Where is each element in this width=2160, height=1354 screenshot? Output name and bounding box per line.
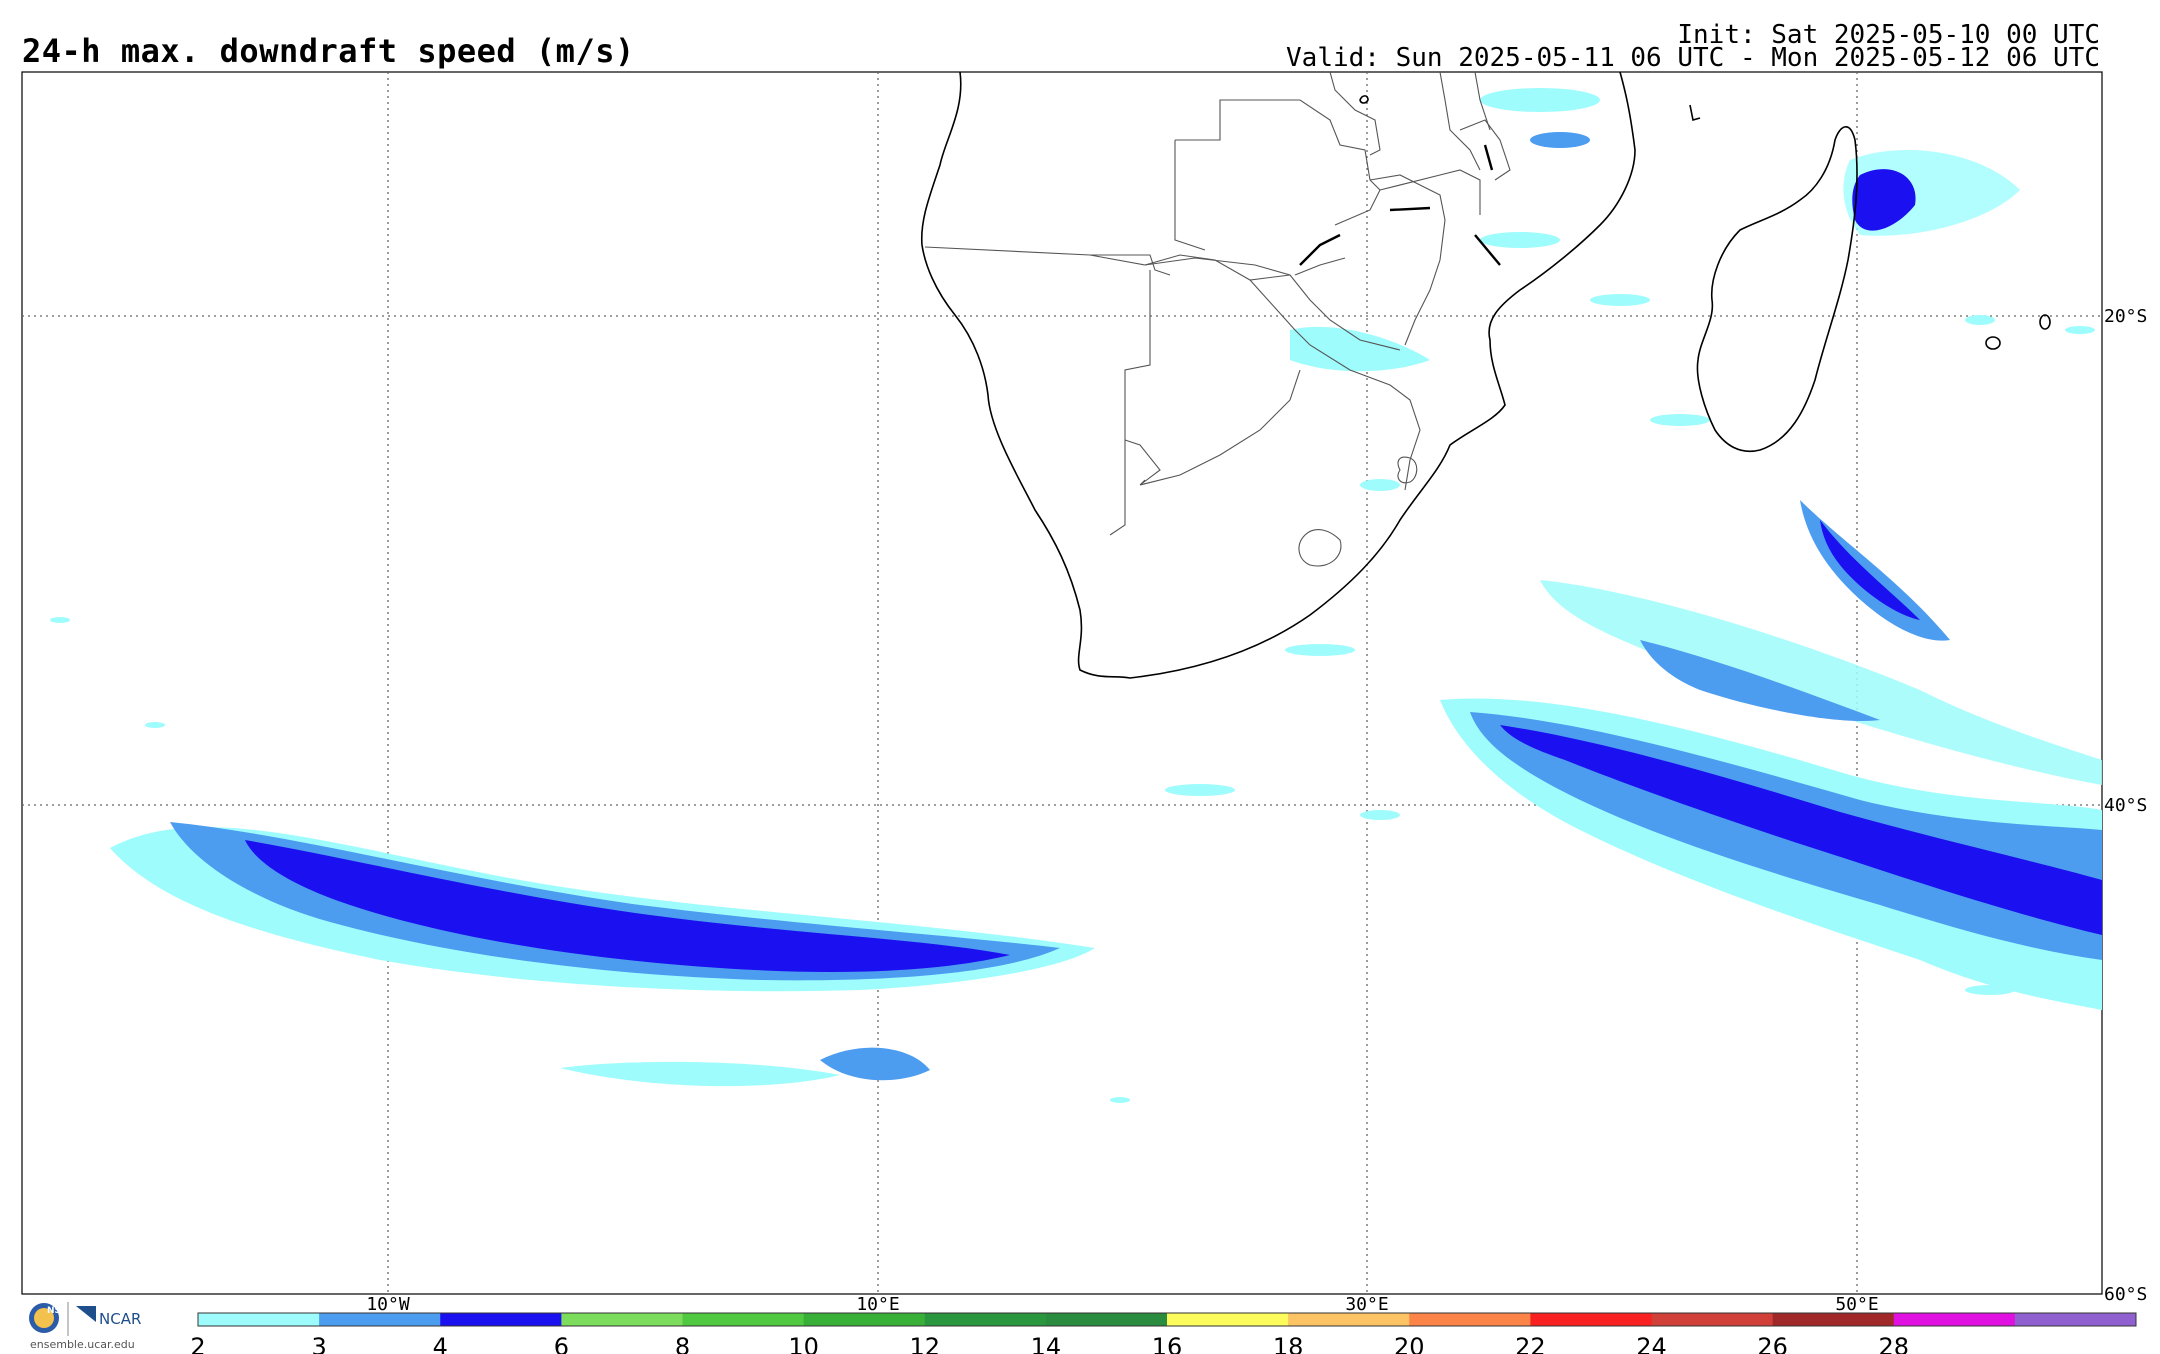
colorbar-tick-label: 4 [433, 1333, 448, 1354]
colorbar-swatch [1651, 1313, 1774, 1326]
colorbar-swatch [1288, 1313, 1410, 1326]
colorbar-swatch [198, 1313, 320, 1326]
logo-url: ensemble.ucar.edu [30, 1338, 135, 1351]
lon-label-30e: 30°E [1345, 1294, 1388, 1315]
colorbar-swatch [1045, 1313, 1168, 1326]
colorbar-tick-label: 2 [190, 1333, 205, 1354]
ncar-label: NCAR [99, 1310, 142, 1328]
colorbar-swatch [319, 1313, 441, 1326]
lat-label-20s: 20°S [2104, 306, 2147, 327]
colorbar-tick-label: 16 [1152, 1333, 1183, 1354]
colorbar-tick-label: 26 [1757, 1333, 1788, 1354]
lakes [1299, 144, 1501, 266]
colorbar-tick-label: 20 [1394, 1333, 1425, 1354]
colorbar-tick-label: 14 [1031, 1333, 1062, 1354]
colorbar-tick-label: 18 [1273, 1333, 1304, 1354]
colorbar-swatch [2014, 1313, 2137, 1326]
init-time: Init: Sat 2025-05-10 00 UTC [1677, 20, 2100, 50]
ncar-logo [29, 1302, 96, 1336]
colorbar-frame [197, 1312, 2137, 1327]
colorbar-swatch [440, 1313, 562, 1326]
colorbar-swatch [924, 1313, 1047, 1326]
lon-label-50e: 50°E [1835, 1294, 1878, 1315]
colorbar-tick-label: 6 [554, 1333, 569, 1354]
lat-label-60s: 60°S [2104, 1284, 2147, 1305]
colorbar-tick-label: 24 [1636, 1333, 1667, 1354]
scattered-cells [50, 88, 2095, 1103]
colorbar-swatch [1530, 1313, 1652, 1326]
graticule [22, 72, 2102, 1294]
colorbar-tick-label: 28 [1878, 1333, 1909, 1354]
nsf-label: NSF [47, 1306, 68, 1316]
colorbar-swatch [803, 1313, 926, 1326]
colorbar-tick-label: 12 [909, 1333, 940, 1354]
downdraft-band-atlantic [110, 822, 1095, 1087]
colorbar-swatch [561, 1313, 683, 1326]
country-borders [924, 71, 1511, 567]
colorbar-tick-label: 8 [675, 1333, 690, 1354]
ncar-mark-icon [76, 1306, 96, 1322]
colorbar-ticks: 2 3 4 6 8 10 12 14 16 18 20 22 24 26 28 [190, 1333, 1909, 1354]
colorbar-tick-label: 3 [311, 1333, 326, 1354]
lat-label-40s: 40°S [2104, 795, 2147, 816]
colorbar-swatches [197, 1312, 2137, 1327]
lon-label-10w: 10°W [366, 1294, 410, 1315]
colorbar-swatch [1167, 1313, 1289, 1326]
colorbar-swatch [1772, 1313, 1895, 1326]
map-title: 24-h max. downdraft speed (m/s) [22, 32, 635, 70]
colorbar-swatch [1893, 1313, 2016, 1326]
downdraft-band-indian [1440, 500, 2102, 1010]
colorbar-tick-label: 22 [1515, 1333, 1546, 1354]
lon-label-10e: 10°E [856, 1294, 899, 1315]
downdraft-madagascar [1290, 150, 2020, 372]
colorbar-swatch [1409, 1313, 1531, 1326]
colorbar-tick-label: 10 [788, 1333, 819, 1354]
valid-time: Valid: Sun 2025-05-11 06 UTC - Mon 2025-… [1286, 43, 2100, 73]
coastline [920, 71, 2051, 679]
colorbar-swatch [682, 1313, 805, 1326]
